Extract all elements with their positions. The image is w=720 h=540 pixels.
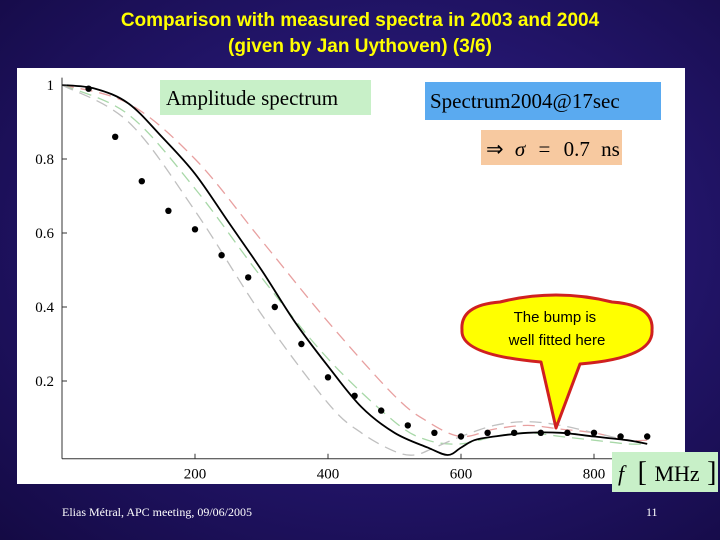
fit-curve-solid	[61, 84, 648, 456]
fit-curve-dashed	[61, 84, 648, 456]
x-tick-label: 200	[184, 467, 207, 483]
y-tick-label: 0.2	[35, 374, 54, 390]
measured-point	[590, 429, 598, 436]
x-axis-label-bracket-close: ]	[707, 457, 716, 488]
sigma-value: 0.7	[564, 137, 590, 161]
dataset-label: Spectrum2004@17sec	[430, 89, 620, 113]
y-tick-label: 0.6	[35, 226, 54, 242]
x-axis-label-f: f	[618, 461, 627, 486]
slide-title-line2: (given by Jan Uythoven) (3/6)	[228, 36, 492, 57]
measured-point	[271, 303, 278, 311]
panel-label: Amplitude spectrum	[166, 86, 338, 110]
callout-line1: The bump is	[514, 309, 597, 326]
x-tick-label: 600	[450, 467, 473, 483]
sigma-box	[481, 130, 622, 165]
x-axis-label: f [ MHz ]	[618, 457, 717, 488]
fit-curve-dashed	[61, 84, 648, 442]
measured-points	[85, 85, 651, 440]
measured-point	[457, 433, 465, 440]
y-tick-label: 0.8	[35, 152, 54, 168]
callout-text: The bump is well fitted here	[508, 309, 606, 349]
x-axis-label-unit: MHz	[654, 461, 699, 486]
measured-point	[351, 392, 358, 399]
dataset-label-box	[425, 82, 661, 120]
measured-point	[537, 429, 544, 436]
measured-point	[165, 207, 172, 214]
fit-curve-dashed	[61, 84, 648, 445]
measured-point	[564, 429, 571, 436]
measured-point	[484, 429, 491, 436]
measured-point	[85, 85, 92, 92]
measured-point	[218, 252, 225, 259]
slide-title: Comparison with measured spectra in 2003…	[0, 8, 720, 60]
axes	[61, 77, 694, 460]
sigma-unit: ns	[601, 137, 620, 161]
panel-label-box	[160, 80, 371, 115]
fit-curves	[61, 84, 648, 456]
y-tick-label: 1	[47, 78, 55, 94]
x-axis-label-bracket-open: [	[638, 457, 647, 488]
x-tick-label: 400	[317, 467, 340, 483]
measured-point	[112, 133, 119, 140]
measured-point	[431, 429, 438, 436]
measured-point	[245, 274, 252, 281]
x-axis-label-box	[612, 452, 718, 492]
footer-author: Elias Métral, APC meeting, 09/06/2005	[62, 505, 252, 519]
footer-page-number: 11	[646, 505, 658, 519]
measured-point	[138, 178, 145, 185]
y-tick-label: 0.4	[35, 300, 54, 316]
sigma-equation: ⇒ σ = 0.7 ns	[486, 137, 620, 161]
implies-symbol: ⇒	[486, 137, 504, 161]
measured-point	[404, 422, 411, 429]
x-tick-label: 800	[583, 467, 606, 483]
measured-point	[378, 407, 385, 414]
measured-point	[324, 374, 332, 381]
slide-title-line1: Comparison with measured spectra in 2003…	[120, 10, 600, 31]
measured-point	[298, 340, 305, 348]
measured-point	[511, 429, 518, 436]
callout-bubble	[460, 293, 654, 430]
measured-point	[644, 433, 651, 440]
axis-ticks: 200 400 600 800 0.2 0.4 0.6 0.8 1	[35, 78, 605, 483]
sigma-equals: =	[538, 137, 550, 161]
sigma-symbol: σ	[515, 137, 527, 161]
measured-point	[617, 433, 624, 440]
measured-point	[191, 226, 199, 233]
callout-line2: well fitted here	[508, 332, 606, 349]
